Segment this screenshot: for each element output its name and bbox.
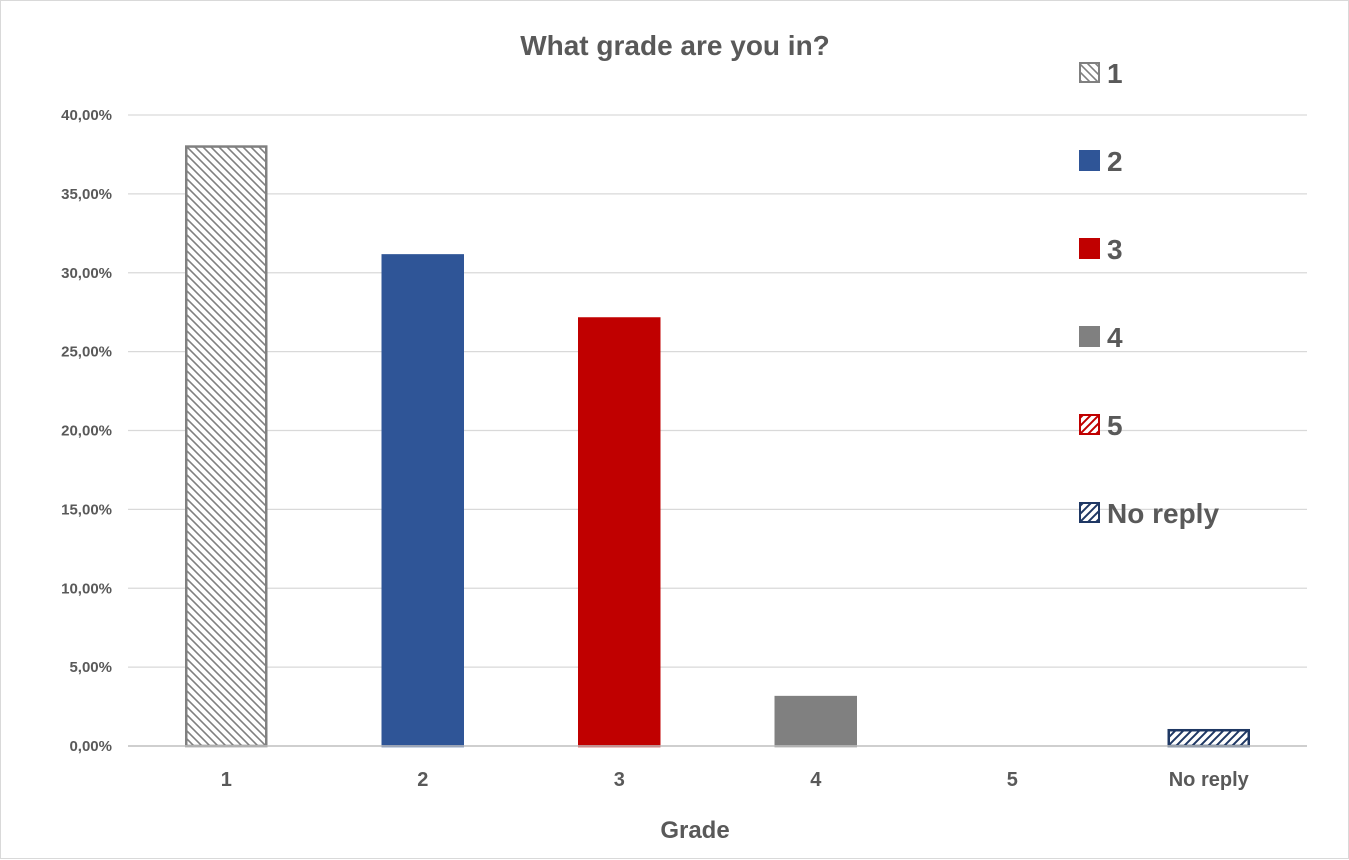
- gridlines: [128, 114, 1307, 668]
- legend-swatch: [1079, 238, 1100, 259]
- x-tick-label: 1: [221, 769, 232, 791]
- legend-label: 4: [1107, 322, 1123, 353]
- legend-swatch: [1079, 326, 1100, 347]
- bar-3: [578, 317, 661, 748]
- x-tick-label: 3: [614, 769, 625, 791]
- bar-2: [381, 254, 464, 748]
- y-tick-label: 25,00%: [61, 344, 112, 361]
- legend-label: 2: [1107, 146, 1123, 177]
- legend-label: 5: [1107, 410, 1123, 441]
- legend-swatch: [1079, 62, 1100, 83]
- y-tick-label: 0,00%: [69, 738, 112, 755]
- x-tick-label: 5: [1007, 769, 1018, 791]
- legend-swatch: [1079, 502, 1100, 523]
- legend-label: 3: [1107, 234, 1123, 265]
- y-tick-label: 15,00%: [61, 501, 112, 518]
- y-tick-label: 20,00%: [61, 423, 112, 440]
- legend-swatch: [1079, 150, 1100, 171]
- legend-swatch: [1079, 414, 1100, 435]
- x-tick-label: 4: [810, 769, 822, 791]
- bars: [185, 145, 1250, 748]
- legend: 1 2 3 4 5 No reply: [1079, 58, 1219, 529]
- y-tick-label: 10,00%: [61, 580, 112, 597]
- y-tick-label: 35,00%: [61, 186, 112, 203]
- bar-4: [774, 695, 857, 748]
- y-axis-tick-labels: 0,00% 5,00% 10,00% 15,00% 20,00% 25,00% 30,00%…: [61, 107, 112, 755]
- y-tick-label: 5,00%: [69, 659, 112, 676]
- legend-label: No reply: [1107, 498, 1219, 529]
- legend-label: 1: [1107, 58, 1123, 89]
- bar-1: [185, 145, 268, 748]
- y-tick-label: 30,00%: [61, 265, 112, 282]
- x-axis-title: Grade: [660, 817, 729, 844]
- x-tick-label: No reply: [1169, 769, 1250, 791]
- bar-no-reply: [1167, 728, 1250, 748]
- chart-title: What grade are you in?: [520, 30, 830, 61]
- x-tick-label: 2: [417, 769, 428, 791]
- x-axis-tick-labels: 1 2 3 4 5 No reply: [221, 769, 1250, 791]
- y-tick-label: 40,00%: [61, 107, 112, 124]
